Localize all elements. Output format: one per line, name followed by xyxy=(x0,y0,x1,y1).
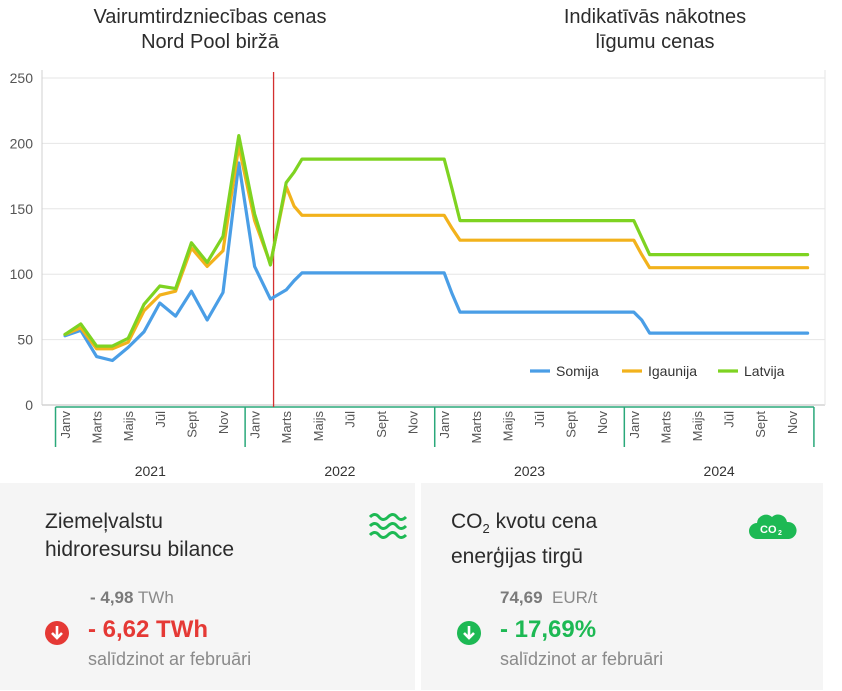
x-tick-label: Marts xyxy=(658,411,673,444)
co2-icon-sub: 2 xyxy=(778,530,782,537)
co2-price-card: CO2 kvotu cena enerģijas tirgū CO 2 74,6… xyxy=(421,483,823,690)
co2-card-title-line2: enerģijas tirgū xyxy=(451,545,583,569)
chart-title-left-line1: Vairumtirdzniecības cenas xyxy=(93,6,327,28)
y-tick-label: 150 xyxy=(10,201,34,217)
year-label: 2022 xyxy=(324,463,355,479)
arrow-down-icon xyxy=(45,621,69,645)
x-tick-label: Nov xyxy=(785,411,800,435)
co2-prev-number: 74,69 xyxy=(500,588,543,607)
chart-title-right-line1: Indikatīvās nākotnes xyxy=(563,6,747,28)
x-tick-label: Jūl xyxy=(722,411,737,428)
x-tick-label: Janv xyxy=(58,411,73,439)
x-tick-label: Sept xyxy=(753,411,768,438)
hydro-card-title: Ziemeļvalstu hidroresursu bilance xyxy=(45,508,234,564)
y-tick-label: 200 xyxy=(10,135,34,151)
price-line-chart: 0 50 100 150 200 250 Janv Marts Maijs Jūl Sept Nov J… xyxy=(10,70,826,479)
co2-title-sub: 2 xyxy=(482,521,490,537)
co2-icon-text: CO xyxy=(760,524,777,536)
co2-card-title: CO2 kvotu cena enerģijas tirgū xyxy=(451,508,597,571)
hydro-prev-unit: TWh xyxy=(137,588,174,607)
co2-change-value: - 17,69% xyxy=(500,616,597,643)
x-tick-label: Sept xyxy=(564,411,579,438)
series-line-somija xyxy=(63,161,810,363)
chart-title-right: Indikatīvās nākotnes līgumu cenas xyxy=(530,5,780,55)
x-tick-label: Nov xyxy=(406,411,421,435)
x-tick-label: Marts xyxy=(279,411,294,444)
y-tick-label: 0 xyxy=(25,397,33,413)
hydro-card-title-line1: Ziemeļvalstu xyxy=(45,510,163,533)
x-tick-label: Nov xyxy=(595,411,610,435)
hydro-prev-number: - 4,98 xyxy=(90,588,134,607)
x-tick-label: Jūl xyxy=(532,411,547,428)
x-tick-label: Janv xyxy=(437,411,452,439)
x-tick-label: Janv xyxy=(248,411,263,439)
x-tick-label: Maijs xyxy=(690,411,705,442)
x-tick-label: Marts xyxy=(90,411,105,444)
x-tick-label: Marts xyxy=(469,411,484,444)
x-tick-label: Maijs xyxy=(500,411,515,442)
x-tick-label: Maijs xyxy=(121,411,136,442)
co2-title-rest: kvotu cena xyxy=(489,510,598,533)
y-tick-label: 50 xyxy=(17,332,33,348)
y-tick-label: 100 xyxy=(10,266,34,282)
x-tick-label: Sept xyxy=(374,411,389,438)
co2-card-title-line1: CO2 kvotu cena xyxy=(451,508,597,543)
x-tick-label: Jūl xyxy=(342,411,357,428)
legend-label-igaunija: Igaunija xyxy=(648,363,697,379)
x-tick-label: Maijs xyxy=(311,411,326,442)
year-label: 2024 xyxy=(704,463,735,479)
chart-title-left-line2: Nord Pool biržā xyxy=(141,31,279,53)
arrow-down-icon xyxy=(457,621,481,645)
chart-title-left: Vairumtirdzniecības cenas Nord Pool birž… xyxy=(40,5,380,55)
hydro-card-title-line2: hidroresursu bilance xyxy=(45,538,235,561)
hydro-balance-card: Ziemeļvalstu hidroresursu bilance - 4,98… xyxy=(0,483,415,690)
series-line-igaunija xyxy=(63,144,810,351)
co2-title-co: CO xyxy=(451,510,483,533)
legend-label-latvija: Latvija xyxy=(744,363,785,379)
water-waves-icon xyxy=(368,513,408,539)
chart-title-right-line2: līgumu cenas xyxy=(595,31,715,53)
co2-comparison-label: salīdzinot ar februāri xyxy=(500,649,664,669)
legend-label-somija: Somija xyxy=(556,363,599,379)
y-tick-label: 250 xyxy=(10,70,34,86)
co2-cloud-icon: CO 2 xyxy=(749,514,797,539)
hydro-prev-value: - 4,98 TWh xyxy=(90,588,174,608)
x-tick-label: Janv xyxy=(627,411,642,439)
year-label: 2023 xyxy=(514,463,545,479)
x-tick-label: Nov xyxy=(216,411,231,435)
year-label: 2021 xyxy=(135,463,166,479)
hydro-comparison-label: salīdzinot ar februāri xyxy=(88,649,252,669)
x-tick-label: Sept xyxy=(184,411,199,438)
hydro-change-value: - 6,62 TWh xyxy=(88,616,209,643)
x-tick-label: Jūl xyxy=(153,411,168,428)
co2-prev-value: 74,69 EUR/t xyxy=(500,588,597,608)
co2-prev-unit: EUR/t xyxy=(552,588,598,607)
